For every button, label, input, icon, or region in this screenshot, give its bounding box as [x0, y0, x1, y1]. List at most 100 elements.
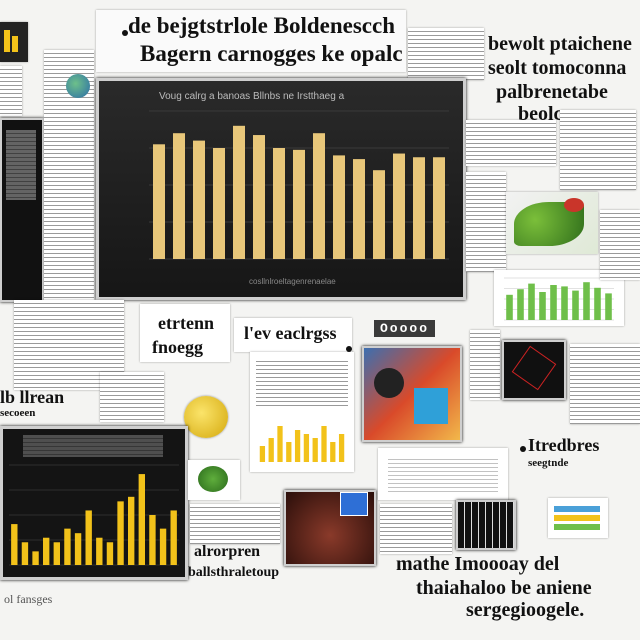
- globe-icon: [66, 74, 90, 98]
- center-mini-chart: [259, 426, 345, 462]
- bottom-left-chart: [9, 464, 179, 566]
- chart-bar: [11, 524, 18, 565]
- chart-bar: [333, 155, 345, 259]
- scrap-left-dark-screen: [0, 118, 44, 302]
- pin: [122, 30, 128, 36]
- bottom-left-line-1: alrorpren: [194, 543, 261, 560]
- chart-bar: [74, 533, 82, 565]
- scrap-label-etrtenn: [140, 304, 230, 362]
- scrap-bottom-mid-notes: [190, 504, 280, 544]
- chart-bar: [330, 442, 336, 462]
- chart-bar: [213, 148, 225, 259]
- blue-sticker: [340, 492, 368, 516]
- chart-bar: [413, 157, 425, 259]
- label-eaclrgss: l'ev eaclrgss: [244, 323, 337, 343]
- chart-bar: [153, 144, 165, 259]
- chart-bar: [138, 474, 145, 565]
- scrap-top-left-chart: [0, 22, 28, 62]
- chart-bar: [528, 283, 535, 320]
- chart-bar: [21, 542, 29, 565]
- left-label-line-1: lb llrean: [0, 387, 65, 407]
- bottom-right-line-1: mathe Imoooay del: [396, 553, 560, 575]
- scrap-right-notes-2: [560, 110, 636, 190]
- chart-bar: [550, 285, 557, 320]
- scrap-label-eaclrgss: [234, 318, 352, 352]
- headline-line-1: de bejgtstrlole Boldenescch: [128, 13, 396, 38]
- chart-bar: [605, 293, 612, 320]
- scrap-center-yellow-chart: [250, 352, 354, 472]
- chart-bar: [117, 501, 124, 565]
- chart-bar: [32, 551, 39, 565]
- scrap-right-notes-1: [466, 120, 556, 166]
- left-label-line-2: secoeen: [0, 407, 36, 419]
- chart-bar: [106, 542, 114, 565]
- tag-label: Ooooo: [374, 320, 436, 337]
- leaf-photo: [506, 192, 598, 254]
- bottom-right-chart-thumb: [548, 498, 608, 538]
- chart-bar: [273, 148, 285, 259]
- bottom-right-line-2: thaiahaloo be aniene: [416, 577, 592, 599]
- chart-bar: [393, 153, 405, 259]
- chart-bar: [572, 290, 579, 320]
- chart-bar: [506, 294, 513, 320]
- chart-bar: [253, 135, 265, 259]
- plant-icon: [188, 460, 240, 500]
- bottom-right-line-3: sergegioogele.: [466, 599, 585, 621]
- green-mini-chart: [504, 277, 614, 321]
- chart-bar: [64, 528, 71, 565]
- collage-photo: [362, 346, 462, 442]
- chart-bar: [286, 442, 292, 462]
- top-right-line-1: bewolt ptaichene: [488, 33, 632, 55]
- main-chart-panel: Voug calrg a banoas Bllnbs ne Irstthaeg …: [96, 78, 466, 300]
- chart-bar: [303, 434, 310, 462]
- right-label-line-2: seegtnde: [528, 457, 569, 469]
- main-chart-title: Voug calrg a banoas Bllnbs ne Irstthaeg …: [159, 91, 345, 102]
- chart-bar: [43, 537, 50, 565]
- right-label-line-1: Itredbres: [528, 435, 600, 455]
- scrap-mid-right-notes: [470, 330, 500, 400]
- chart-bar: [53, 542, 60, 565]
- main-chart-caption: cosllnlroeltagenrenaelae: [249, 277, 336, 286]
- chart-bar: [539, 292, 546, 320]
- chart-bar: [313, 133, 325, 259]
- main-chart: [149, 110, 449, 260]
- chart-bar: [173, 133, 185, 259]
- chart-bar: [268, 438, 274, 462]
- scrap-wave-chart: [378, 448, 508, 500]
- chart-bar: [85, 510, 92, 565]
- bottom-left-chart-panel: [0, 426, 188, 580]
- chart-bar: [517, 289, 524, 320]
- headline-line-2: Bagern carnogges ke opalc: [140, 41, 403, 66]
- top-right-line-3: palbrenetabe: [496, 81, 608, 103]
- chart-bar: [594, 287, 601, 320]
- chart-bar: [96, 537, 103, 565]
- chart-bar: [583, 282, 590, 320]
- scrap-top-right-notes: [408, 28, 484, 80]
- chart-bar: [373, 170, 385, 259]
- chart-bar: [338, 434, 345, 462]
- scrap-right-notes-4: [600, 210, 640, 280]
- label-etrtenn: etrtenn: [158, 313, 214, 333]
- chart-bar: [128, 496, 135, 565]
- label-fnoegg: fnoegg: [152, 337, 203, 357]
- scrap-right-notes-3: [466, 172, 506, 272]
- chart-bar: [561, 286, 568, 320]
- chart-bar: [159, 528, 167, 565]
- chart-bar: [233, 125, 245, 259]
- chart-bar: [293, 149, 305, 259]
- scrap-dark-red-lines: [502, 340, 566, 400]
- green-bar-thumbnail: [494, 270, 624, 326]
- headline-scrap: [96, 10, 406, 72]
- top-right-line-2: seolt tomoconna: [488, 57, 627, 79]
- chart-bar: [170, 510, 177, 565]
- scrap-left-mid-notes: [100, 372, 164, 422]
- chart-bar: [277, 426, 283, 462]
- bottom-left-line-2: ballsthraletoup: [188, 565, 280, 580]
- pin: [346, 346, 352, 352]
- chart-bar: [193, 140, 205, 259]
- bottom-data-table: [456, 500, 516, 550]
- chart-bar: [312, 438, 318, 462]
- lemon-icon: [184, 396, 228, 438]
- chart-bar: [149, 515, 156, 565]
- chart-bar: [433, 157, 445, 259]
